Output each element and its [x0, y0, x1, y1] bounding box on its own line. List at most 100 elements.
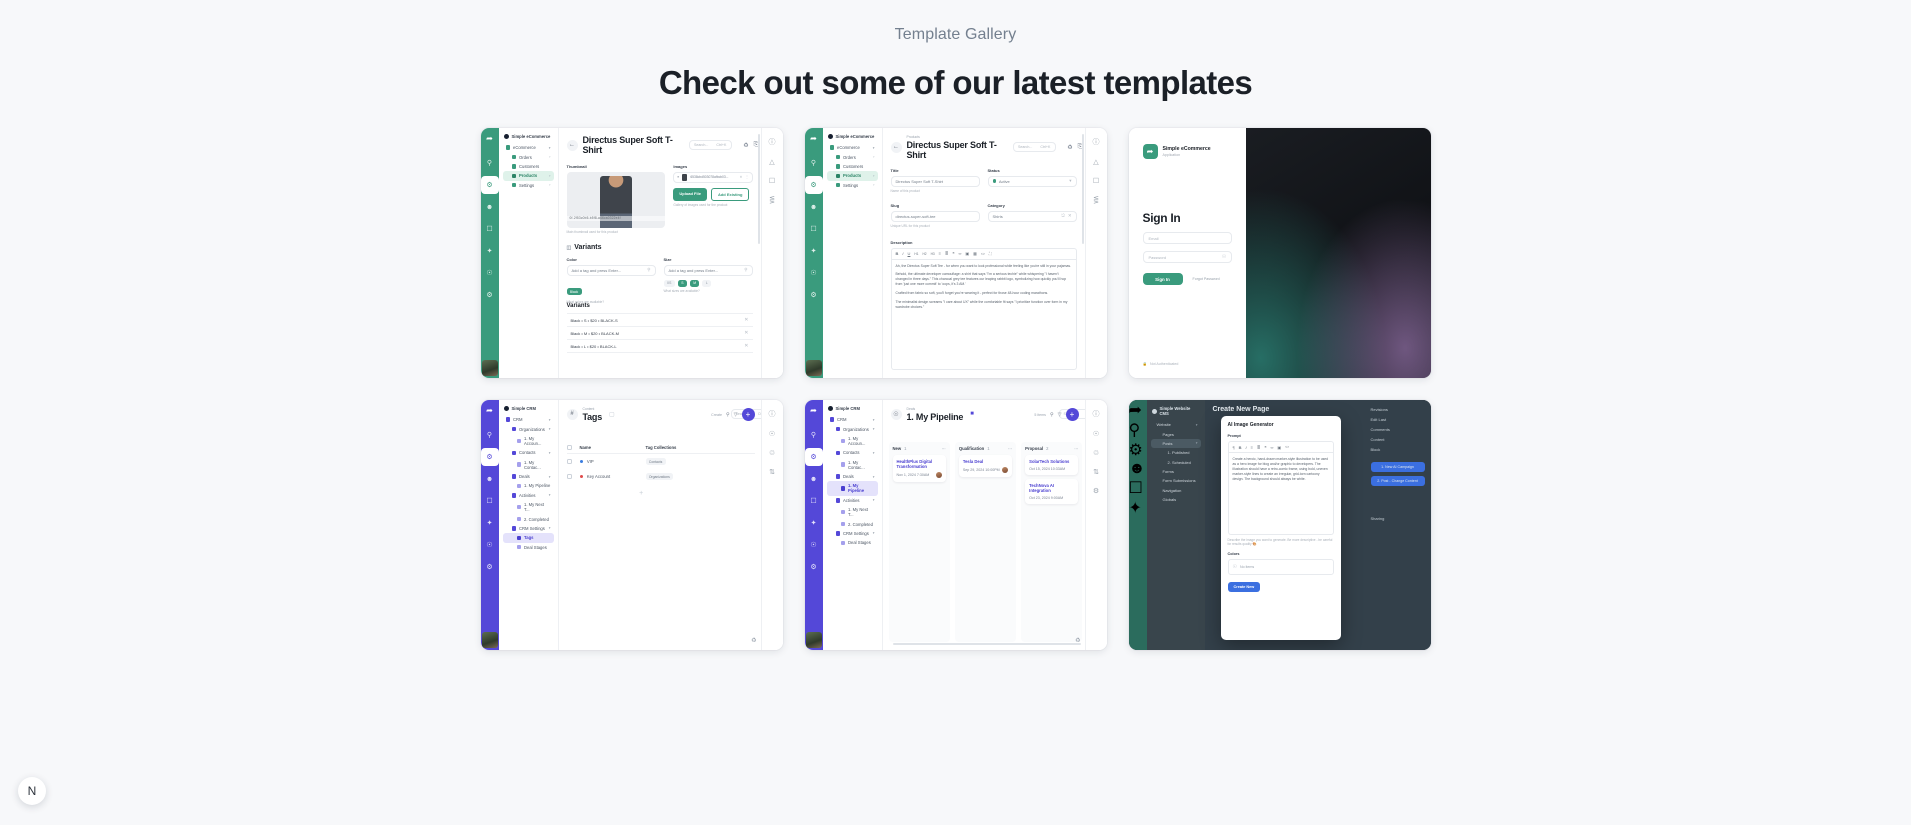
rail-settings-icon[interactable]: ⚙ [810, 292, 817, 299]
template-card-cms-ai-generator[interactable]: ➦ ⚲ ⚙ ☻ ☐ ✦ Simple Website CMS Website ▾ [1128, 400, 1431, 650]
colors-empty-state[interactable]: ☉ No items [1227, 559, 1334, 575]
user-avatar-button[interactable]: N [18, 777, 46, 805]
info-icon[interactable]: ⓘ [1092, 139, 1100, 146]
rail-content-icon[interactable]: ⚙ [804, 176, 823, 194]
sidebar-item-settings[interactable]: Settings › [827, 181, 878, 190]
sidebar-item-crm[interactable]: CRM ▾ [827, 415, 878, 424]
sidebar-item-crm[interactable]: CRM ▾ [503, 415, 554, 424]
template-card-crm-tags[interactable]: ➦ ⚲ ⚙ ☻ ☐ ✦ ☉ ⚙ Simple CRM CRM ▾ [480, 400, 783, 650]
deal-card[interactable]: HealthPlus Digital Transformation Nov 1,… [892, 455, 946, 482]
sidebar-item-form-submissions[interactable]: Form Submissions [1151, 476, 1201, 485]
color-input[interactable]: Add a tag and press Enter... ⚲ [566, 264, 656, 276]
add-existing-button[interactable]: Add Existing [710, 187, 750, 201]
sidebar-item-crm-settings[interactable]: CRM Settings ▾ [827, 529, 878, 538]
bold-icon[interactable]: B [895, 251, 899, 256]
fullscreen-icon[interactable]: ⛶ [988, 251, 992, 256]
sidebar-item-contacts[interactable]: Contacts ▾ [503, 448, 554, 457]
sidebar-item-my-contacts[interactable]: 1. My Contac... [503, 458, 554, 472]
variant-row[interactable]: Black • S • $20 • BLACK-S ✕ [566, 314, 753, 327]
sidebar-item-ecommerce[interactable]: eCommerce ▾ [503, 143, 554, 152]
rail-users-icon[interactable]: ☻ [1128, 460, 1146, 477]
drag-handle-icon[interactable]: ≡ [677, 175, 680, 179]
status-select[interactable]: Active ▾ [987, 175, 1077, 187]
size-tag[interactable]: L [702, 279, 712, 287]
ai-image-generator-modal[interactable]: AI Image Generator Prompt ¶ B I ≡ ≣ ❝ ∞ … [1220, 416, 1341, 640]
sidebar-item-activities[interactable]: Activities ▾ [827, 496, 878, 505]
more-icon[interactable]: ⋯ [1007, 446, 1013, 451]
sidebar-item-scheduled[interactable]: 2. Scheduled [1151, 458, 1201, 467]
list-icon[interactable]: ≡ [938, 251, 941, 256]
sidebar-item-products[interactable]: Products › [502, 171, 554, 181]
vertical-scrollbar[interactable] [757, 134, 760, 244]
title-input[interactable]: Directus Super Soft T-Shirt [890, 175, 980, 187]
email-field[interactable]: Email [1142, 232, 1233, 244]
info-icon[interactable]: ⓘ [1092, 411, 1100, 418]
rail-files-icon[interactable]: ☐ [810, 226, 817, 233]
create-item-button[interactable]: + [1065, 408, 1079, 421]
sidebar-item-completed[interactable]: 2. Completed [827, 519, 878, 528]
sidebar-item-posts[interactable]: Posts ▾ [1150, 438, 1201, 449]
deal-card[interactable]: Tesla Deal Sep 29, 2024 10:00PM [958, 455, 1013, 477]
back-button[interactable]: ← [566, 139, 578, 151]
sidebar-item-orders[interactable]: Orders › [827, 152, 878, 161]
sort-icon[interactable]: ⇅ [769, 469, 775, 476]
template-card-crm-pipeline[interactable]: ➦ ⚲ ⚙ ☻ ☐ ✦ ☉ ⚙ Simple CRM CRM ▾ [804, 400, 1107, 650]
change-content-button[interactable]: 2. Post - Change Content [1370, 476, 1425, 486]
more-icon[interactable]: ⋮ [745, 175, 749, 179]
copy-icon[interactable]: ⎘ [753, 141, 759, 148]
kanban-column-proposal[interactable]: Proposal 2 ⋯ SolarTech Solutions Oct 15,… [1021, 442, 1083, 642]
tag-icon[interactable]: ⚲ [647, 267, 651, 272]
create-new-button[interactable]: Create New [1227, 582, 1261, 592]
archive-icon[interactable]: ♻ [743, 142, 749, 149]
variant-row[interactable]: Black • L • $20 • BLACK-L ✕ [566, 340, 753, 353]
rail-files-icon[interactable]: ☐ [810, 498, 817, 505]
sidebar-item-settings[interactable]: Settings › [503, 181, 554, 190]
chevron-down-icon[interactable]: ▾ [1069, 178, 1072, 183]
remove-icon[interactable]: ✕ [744, 317, 749, 323]
template-card-ecommerce-product-details[interactable]: ➦ ⚲ ⚙ ☻ ☐ ✦ ☉ ⚙ Simple eCommerce eCommer… [804, 128, 1107, 378]
list-icon[interactable]: ≡ [1250, 444, 1254, 450]
clear-icon[interactable]: ✕ [1067, 213, 1072, 218]
deal-owner-avatar[interactable] [1002, 467, 1009, 473]
sidebar-item-navigation[interactable]: Navigation [1151, 486, 1201, 495]
layout-icon[interactable]: ☉ [768, 431, 776, 438]
search-icon[interactable]: ⚲ [1049, 411, 1054, 418]
sidebar-item-my-accounts[interactable]: 1. My Accoun... [503, 434, 554, 448]
sidebar-item-orders[interactable]: Orders › [503, 152, 554, 161]
search-icon[interactable]: ⚲ [725, 411, 730, 418]
link-icon[interactable]: ∞ [1270, 444, 1274, 450]
rail-content-icon[interactable]: ⚙ [480, 448, 499, 466]
share-icon[interactable]: ⋚ [769, 197, 775, 204]
rail-files-icon[interactable]: ☐ [486, 498, 493, 505]
sidebar-item-deal-stages[interactable]: Deal Stages [827, 538, 878, 547]
rail-files-icon[interactable]: ☐ [1128, 480, 1143, 497]
rail-users-icon[interactable]: ☻ [809, 203, 818, 211]
size-input[interactable]: Add a tag and press Enter... ⚲ [663, 264, 753, 276]
rail-search-icon[interactable]: ⚲ [810, 432, 817, 439]
avatar[interactable] [481, 360, 498, 376]
upload-file-button[interactable]: Upload File [673, 187, 707, 201]
info-icon[interactable]: ⓘ [768, 139, 776, 146]
description-editor[interactable]: Ah, the Directus Super Soft Tee - for wh… [890, 259, 1077, 370]
sidebar-item-products[interactable]: Products › [826, 171, 878, 181]
image-icon[interactable]: ▣ [965, 251, 970, 256]
variant-row[interactable]: Black • M • $20 • BLACK-M ✕ [566, 327, 753, 340]
filter-icon[interactable]: ⚙ [1092, 488, 1100, 495]
ai-campaign-button[interactable]: 1. New AI Campaign [1370, 462, 1425, 472]
rail-files-icon[interactable]: ☐ [486, 226, 493, 233]
rail-users-icon[interactable]: ☻ [809, 475, 818, 483]
quote-icon[interactable]: ❝ [1264, 444, 1267, 450]
ordered-list-icon[interactable]: ≣ [944, 251, 949, 256]
sidebar-item-ecommerce[interactable]: eCommerce ▾ [827, 143, 878, 152]
rail-insights-icon[interactable]: ✦ [486, 520, 493, 527]
size-tag[interactable]: S [677, 279, 687, 287]
archive-icon[interactable]: ♻ [751, 638, 757, 644]
sidebar-item-activities[interactable]: Activities ▾ [503, 491, 554, 500]
rail-search-icon[interactable]: ⚲ [486, 160, 493, 167]
rail-search-icon[interactable]: ⚲ [1128, 422, 1141, 439]
rail-users-icon[interactable]: ☻ [485, 203, 494, 211]
sidebar-item-my-next-tasks[interactable]: 1. My Next T... [503, 500, 554, 514]
remove-icon[interactable]: ✕ [744, 343, 749, 349]
filter-icon[interactable]: ▽ [733, 411, 738, 418]
comments-icon[interactable]: ☐ [768, 178, 776, 185]
